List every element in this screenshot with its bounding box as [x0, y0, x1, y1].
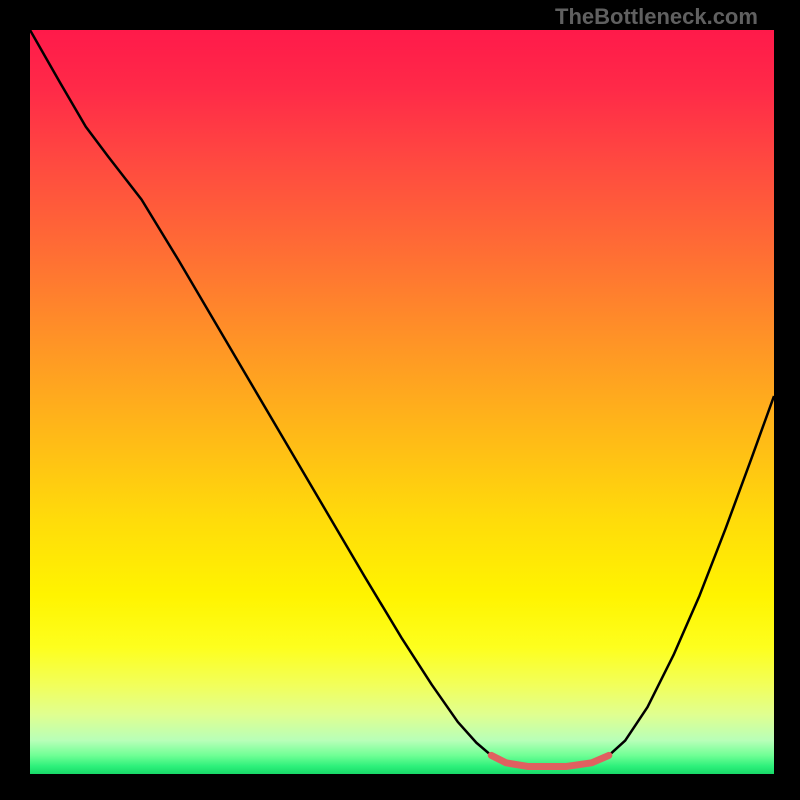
plot-area: [30, 30, 774, 774]
bottleneck-curve: [30, 30, 774, 767]
curve-overlay: [30, 30, 774, 774]
bottom-marker: [491, 755, 609, 766]
watermark-text: TheBottleneck.com: [555, 4, 758, 30]
